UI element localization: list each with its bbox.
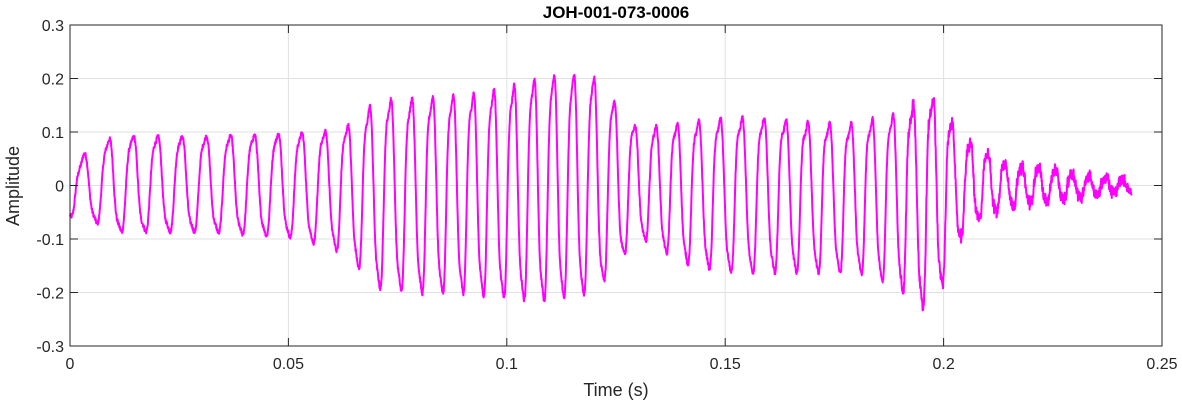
waveform-series <box>69 73 1133 312</box>
waveform-line <box>69 73 1133 312</box>
x-tick-label: 0.25 <box>1146 356 1177 373</box>
x-tick-label: 0.05 <box>273 356 304 373</box>
y-tick-label: 0.3 <box>42 18 64 35</box>
y-axis-ticks: -0.3 -0.2 -0.1 0 0.1 0.2 0.3 <box>36 18 1162 356</box>
y-tick-label: -0.2 <box>36 286 64 303</box>
x-axis-label: Time (s) <box>583 380 648 400</box>
x-tick-label: 0 <box>66 356 75 373</box>
y-tick-label: -0.3 <box>36 339 64 356</box>
chart-title: JOH-001-073-0006 <box>543 3 689 22</box>
x-axis-ticks: 0 0.05 0.1 0.15 0.2 0.25 <box>66 25 1178 373</box>
x-tick-label: 0.15 <box>710 356 741 373</box>
y-axis-label: Amplitude <box>3 146 23 226</box>
y-tick-label: 0.2 <box>42 72 64 89</box>
y-tick-label: 0 <box>55 179 64 196</box>
y-tick-label: -0.1 <box>36 232 64 249</box>
x-tick-label: 0.2 <box>932 356 954 373</box>
y-tick-label: 0.1 <box>42 125 64 142</box>
x-tick-label: 0.1 <box>496 356 518 373</box>
